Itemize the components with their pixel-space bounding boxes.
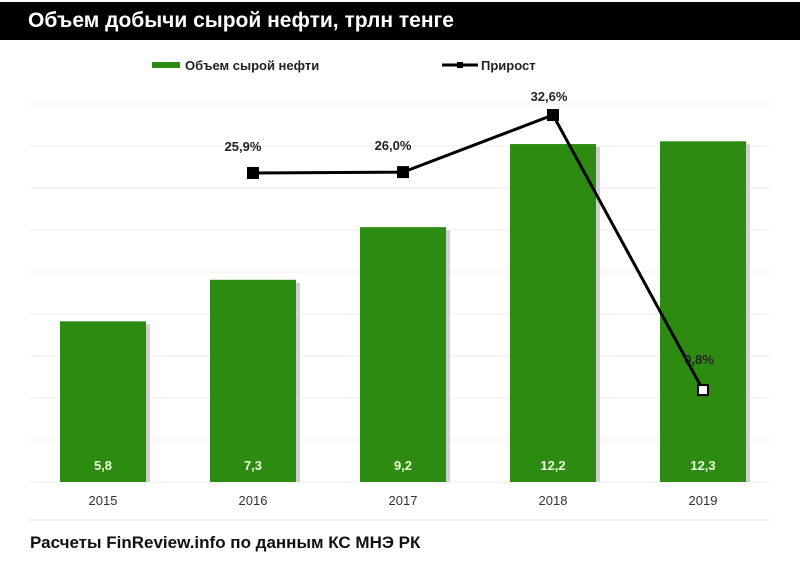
x-tick-2015: 2015: [89, 493, 118, 508]
bar-label-2017: 9,2: [394, 458, 412, 473]
growth-marker-2018: [547, 109, 559, 122]
growth-label-2019: 0,8%: [684, 352, 714, 367]
x-tick-2017: 2017: [389, 493, 418, 508]
bar-label-2015: 5,8: [94, 458, 112, 473]
growth-marker-2019: [697, 384, 709, 397]
bar-2015: [60, 321, 146, 482]
legend-bar-swatch: [152, 62, 180, 68]
legend-line-marker: [457, 62, 463, 68]
bar-2016: [210, 279, 296, 482]
x-tick-2016: 2016: [239, 493, 268, 508]
source-note: Расчеты FinReview.info по данным КС МНЭ …: [30, 533, 421, 552]
growth-marker-2017: [397, 166, 409, 179]
bar-2018: [510, 144, 596, 482]
legend-bar-label: Объем сырой нефти: [185, 58, 319, 73]
growth-line: [252, 113, 705, 391]
x-tick-2019: 2019: [689, 493, 718, 508]
legend-line-label: Прирост: [481, 58, 536, 73]
growth-label-2018: 32,6%: [531, 89, 568, 104]
growth-label-2017: 26,0%: [375, 138, 412, 153]
bar-2017: [360, 227, 446, 482]
x-tick-2018: 2018: [539, 493, 568, 508]
bar-label-2019: 12,3: [690, 458, 715, 473]
growth-marker-2016: [247, 166, 259, 179]
bar-2019: [660, 141, 746, 483]
growth-label-2016: 25,9%: [225, 139, 262, 154]
chart-title: Объем добычи сырой нефти, трлн тенге: [0, 2, 800, 40]
bar-label-2018: 12,2: [540, 458, 565, 473]
bar-label-2016: 7,3: [244, 458, 262, 473]
